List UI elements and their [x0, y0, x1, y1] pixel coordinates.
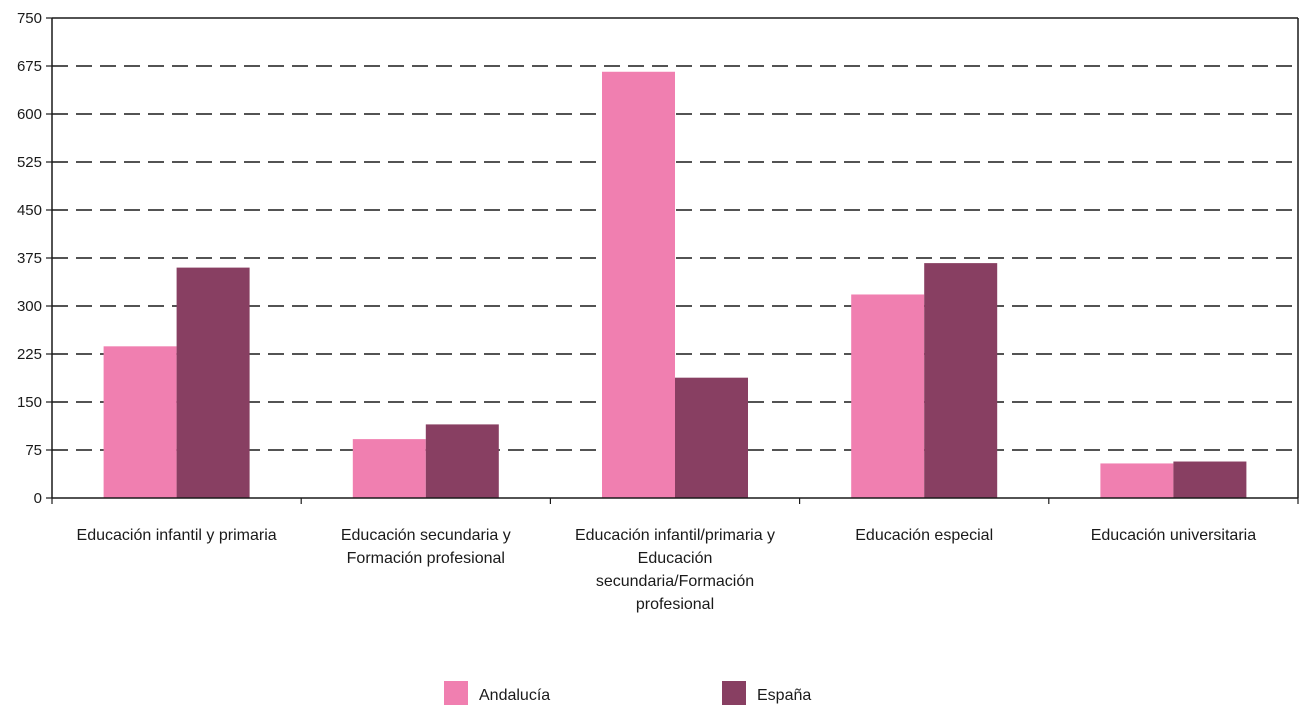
y-tick-label: 675 — [17, 58, 42, 75]
gridlines — [52, 17, 1299, 498]
category-label: Educación — [638, 550, 713, 567]
y-tick-label: 300 — [17, 298, 42, 315]
y-tick-label: 150 — [17, 394, 42, 411]
bar-andaluc-a-3 — [851, 294, 925, 498]
category-label: profesional — [636, 596, 714, 613]
bar-andaluc-a-2 — [602, 71, 675, 498]
category-label: secundaria/Formación — [596, 573, 754, 590]
bars — [103, 71, 1247, 498]
y-tick-label: 600 — [17, 106, 42, 123]
y-tick-label: 375 — [17, 250, 42, 267]
category-label: Educación infantil y primaria — [77, 527, 277, 544]
category-label: Educación secundaria y — [341, 527, 511, 544]
y-tick-label: 525 — [17, 154, 42, 171]
bar-andaluc-a-0 — [103, 346, 177, 498]
category-label: Educación infantil/primaria y — [575, 527, 775, 544]
y-tick-label: 225 — [17, 346, 42, 363]
category-label: Educación universitaria — [1091, 527, 1257, 544]
legend-label-0: Andalucía — [479, 687, 550, 704]
y-tick-label: 0 — [34, 490, 42, 507]
category-label: Formación profesional — [347, 550, 505, 567]
bar-espa-a-4 — [1173, 461, 1247, 498]
bar-espa-a-0 — [176, 267, 250, 498]
y-tick-label: 750 — [17, 10, 42, 27]
legend: Andalucía España — [444, 681, 811, 705]
category-label: Educación especial — [855, 527, 993, 544]
legend-swatch-1 — [722, 681, 746, 705]
bar-espa-a-2 — [675, 377, 748, 498]
y-tick-label: 450 — [17, 202, 42, 219]
legend-label-1: España — [757, 687, 811, 704]
y-axis: 0 75 150 225 300 375 450 525 600 675 750 — [17, 10, 53, 507]
bar-andaluc-a-1 — [352, 439, 426, 498]
y-tick-label: 75 — [25, 442, 42, 459]
bar-andaluc-a-4 — [1100, 463, 1174, 498]
bar-espa-a-3 — [924, 263, 998, 498]
legend-swatch-0 — [444, 681, 468, 705]
x-axis: Educación infantil y primaria Educación s… — [51, 497, 1299, 613]
bar-espa-a-1 — [425, 424, 499, 498]
